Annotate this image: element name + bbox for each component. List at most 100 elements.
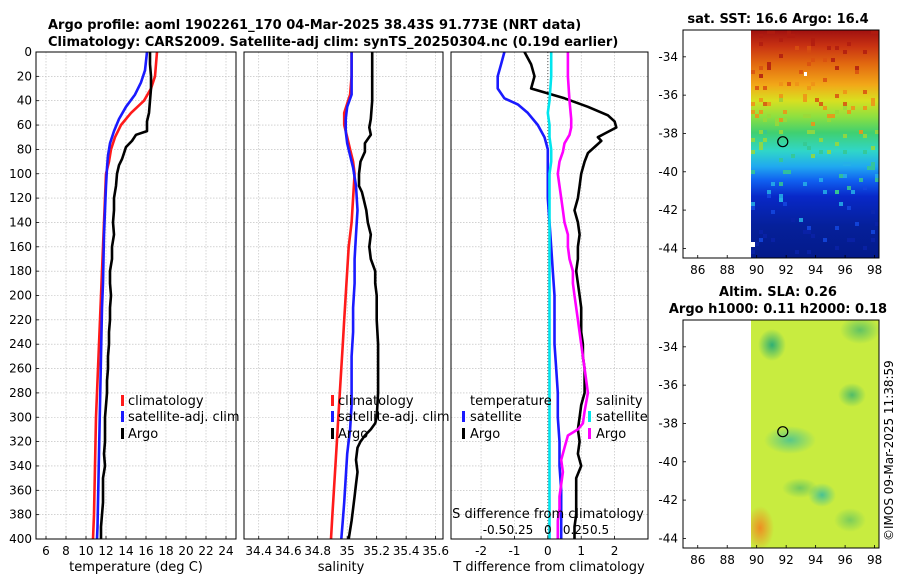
sla-map-frame <box>682 319 880 549</box>
map-x-tick-label: 86 <box>690 553 705 567</box>
sst-pixel <box>871 146 875 150</box>
map-y-tick-label: -40 <box>658 455 678 469</box>
y-tick-label: 0 <box>24 45 32 59</box>
sst-pixel <box>871 230 875 234</box>
salinity-legend: climatology satellite-adj. clim Argo <box>331 394 450 442</box>
legend-label-t-satellite: satellite <box>470 410 522 425</box>
sst-pixel <box>771 30 775 34</box>
sst-pixel <box>875 222 879 226</box>
sst-pixel <box>839 174 843 178</box>
legend-swatch-satellite <box>121 411 124 422</box>
sst-map: sat. SST: 16.6 Argo: 16.4 86 88 90 92 94 96 98… <box>658 12 882 277</box>
sst-pixel <box>871 210 875 214</box>
sst-pixel <box>811 130 815 134</box>
sst-pixel <box>779 130 783 134</box>
sst-pixel <box>759 110 763 114</box>
sst-pixel <box>819 178 823 182</box>
series-satellite-adj-clim <box>95 51 149 540</box>
map-x-tick-label: 94 <box>808 263 823 277</box>
sst-pixel <box>795 250 799 254</box>
difference-panel: -2 -1 0 1 2 -0.5-0.25 0 0.25 0.5 S difference f… <box>450 51 649 575</box>
temperature-y-ticks: 0 20 40 60 80 100 120 140 160 180 200 220 240 260 280 3… <box>9 45 39 546</box>
map-x-tick-label: 88 <box>720 263 735 277</box>
sst-pixel <box>763 102 767 106</box>
sst-pixel <box>871 162 875 166</box>
sla-argo-marker <box>777 426 789 438</box>
sst-pixel <box>811 122 815 126</box>
sst-pixel <box>755 86 759 90</box>
y-tick-label: 360 <box>9 483 32 497</box>
sst-pixel <box>831 58 835 62</box>
s-tick-label: -0.5 <box>483 523 506 537</box>
sst-pixel <box>867 166 871 170</box>
sst-pixel <box>811 42 815 46</box>
sst-pixel <box>759 130 763 134</box>
sst-pixel <box>763 86 767 90</box>
map-y-tick-label: -44 <box>658 531 678 545</box>
sla-blob <box>758 329 786 361</box>
sst-pixel <box>779 38 783 42</box>
difference-s-ticks: -0.5-0.25 0 0.25 0.5 <box>483 523 609 537</box>
sst-pixel <box>823 106 827 110</box>
sst-pixel <box>783 202 787 206</box>
sst-pixel <box>767 114 771 118</box>
legend-label-argo: Argo <box>338 427 368 442</box>
y-tick-label: 120 <box>9 191 32 205</box>
temperature-x-label: temperature (deg C) <box>69 560 203 575</box>
sst-pixel <box>803 94 807 98</box>
legend-label-climatology: climatology <box>128 394 204 409</box>
sla-blob <box>764 426 816 454</box>
sst-pixel <box>835 94 839 98</box>
sst-pixel <box>871 238 875 242</box>
sst-pixel <box>863 246 867 250</box>
sst-pixel <box>751 202 755 206</box>
sst-pixel <box>823 190 827 194</box>
sst-pixel <box>843 106 847 110</box>
sst-pixel <box>783 170 787 174</box>
sst-pixel <box>815 98 819 102</box>
sst-pixel <box>827 150 831 154</box>
sst-pixel <box>755 114 759 118</box>
x-tick-label: 35 <box>340 544 355 558</box>
y-tick-label: 220 <box>9 313 32 327</box>
sst-pixel <box>871 30 875 34</box>
map-y-tick-label: -42 <box>658 203 678 217</box>
sst-pixel <box>847 238 851 242</box>
sst-pixel-noise <box>751 30 879 254</box>
sst-pixel <box>835 190 839 194</box>
sst-pixel <box>847 206 851 210</box>
sst-pixel <box>823 58 827 62</box>
salinity-x-ticks: 34.4 34.6 34.8 35 35.2 35.4 35.6 <box>245 536 449 558</box>
sst-pixel <box>811 234 815 238</box>
legend-swatch-t-argo <box>462 428 465 439</box>
series-salinity-argo <box>556 52 590 539</box>
sst-pixel <box>835 246 839 250</box>
map-x-tick-label: 98 <box>867 263 882 277</box>
sst-pixel <box>799 218 803 222</box>
sst-pixel <box>787 170 791 174</box>
sst-pixel <box>771 238 775 242</box>
sla-y-ticks: -34 -36 -38 -40 -42 -44 <box>658 340 686 545</box>
sst-pixel <box>875 30 879 34</box>
sst-pixel <box>767 194 771 198</box>
sst-pixel <box>823 238 827 242</box>
x-tick-label: -2 <box>475 544 487 558</box>
sst-pixel <box>791 34 795 38</box>
sla-blob <box>840 320 879 344</box>
legend-label-satellite: satellite-adj. clim <box>128 410 240 425</box>
legend-label-s-argo: Argo <box>596 427 626 442</box>
x-tick-label: 14 <box>118 544 133 558</box>
sst-pixel <box>835 226 839 230</box>
y-tick-label: 140 <box>9 215 32 229</box>
sst-pixel <box>759 74 763 78</box>
map-x-tick-label: 90 <box>749 553 764 567</box>
x-tick-label: 34.6 <box>275 544 302 558</box>
map-y-tick-label: -34 <box>658 50 678 64</box>
map-x-tick-label: 98 <box>867 553 882 567</box>
sst-pixel <box>843 162 847 166</box>
sla-blob <box>751 506 774 548</box>
sst-missing-pixel <box>804 72 807 76</box>
sst-pixel <box>875 174 879 178</box>
sst-pixel <box>759 98 763 102</box>
sst-pixel <box>843 150 847 154</box>
